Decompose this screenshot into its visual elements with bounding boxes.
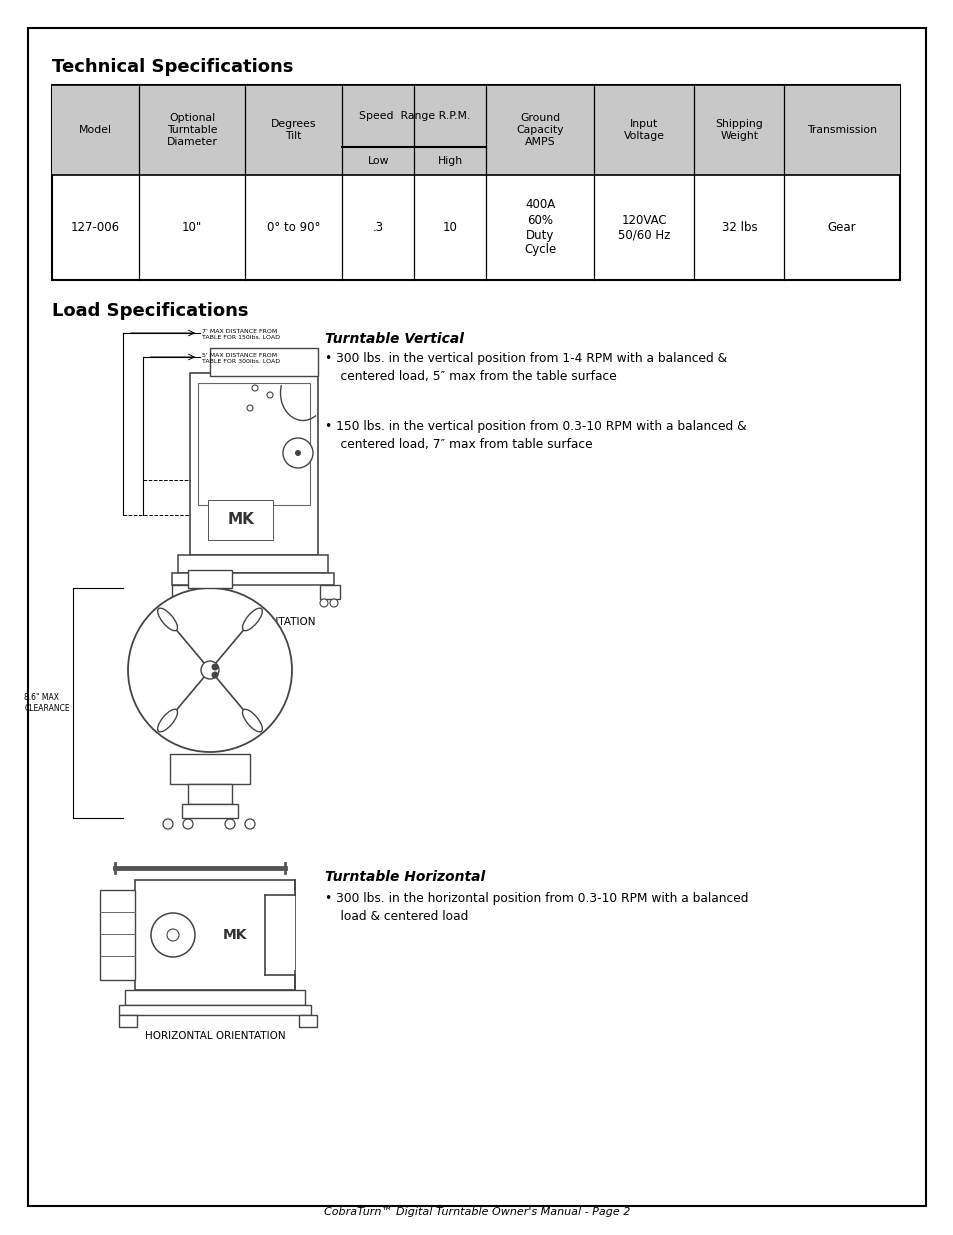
Text: Technical Specifications: Technical Specifications [52, 58, 294, 77]
Text: High: High [437, 156, 462, 165]
Circle shape [252, 385, 257, 391]
Text: MK: MK [222, 927, 247, 942]
Text: Load Specifications: Load Specifications [52, 303, 248, 320]
Bar [265, 890, 294, 969]
Text: Turntable Horizontal: Turntable Horizontal [325, 869, 485, 884]
Circle shape [225, 819, 234, 829]
Text: 10": 10" [182, 221, 202, 233]
Text: 7' MAX DISTANCE FROM
TABLE FOR 150lbs. LOAD: 7' MAX DISTANCE FROM TABLE FOR 150lbs. L… [202, 329, 280, 340]
Ellipse shape [157, 709, 177, 732]
Bar [210, 348, 317, 375]
Bar [172, 573, 334, 585]
Bar [298, 1015, 316, 1028]
Bar [319, 585, 339, 599]
Text: 127-006: 127-006 [71, 221, 120, 233]
Bar [52, 85, 899, 280]
Text: MK: MK [228, 513, 254, 527]
Text: Transmission: Transmission [806, 125, 876, 135]
Text: Turntable Vertical: Turntable Vertical [325, 332, 463, 346]
Bar [125, 990, 305, 1005]
Bar [119, 1005, 311, 1015]
Bar [170, 755, 250, 784]
Bar [188, 571, 232, 588]
Circle shape [267, 391, 273, 398]
Text: Optional
Turntable
Diameter: Optional Turntable Diameter [167, 114, 217, 147]
Circle shape [151, 913, 194, 957]
Bar [208, 500, 273, 540]
Bar [188, 784, 232, 804]
Text: Ground
Capacity
AMPS: Ground Capacity AMPS [516, 114, 563, 147]
Circle shape [212, 672, 218, 678]
Text: Gear: Gear [827, 221, 856, 233]
Text: 400A
60%
Duty
Cycle: 400A 60% Duty Cycle [523, 199, 556, 257]
Bar [135, 881, 294, 990]
Ellipse shape [242, 608, 262, 631]
Circle shape [163, 819, 172, 829]
Text: • 300 lbs. in the horizontal position from 0.3-10 RPM with a balanced
    load &: • 300 lbs. in the horizontal position fr… [325, 892, 748, 923]
Text: 0° to 90°: 0° to 90° [267, 221, 320, 233]
Circle shape [319, 599, 328, 606]
Circle shape [167, 929, 179, 941]
Text: • 300 lbs. in the vertical position from 1-4 RPM with a balanced &
    centered : • 300 lbs. in the vertical position from… [325, 352, 726, 383]
Circle shape [128, 588, 292, 752]
Bar [52, 85, 899, 175]
Circle shape [212, 663, 218, 671]
Text: Degrees
Tilt: Degrees Tilt [271, 120, 316, 141]
Bar [182, 804, 237, 818]
Text: 8.6" MAX
CLEARANCE: 8.6" MAX CLEARANCE [25, 693, 70, 713]
Circle shape [330, 599, 337, 606]
Circle shape [173, 599, 182, 606]
Text: Low: Low [367, 156, 389, 165]
Text: Speed  Range R.P.M.: Speed Range R.P.M. [358, 111, 470, 121]
Text: • 150 lbs. in the vertical position from 0.3-10 RPM with a balanced &
    center: • 150 lbs. in the vertical position from… [325, 420, 746, 451]
Bar [178, 555, 328, 573]
Ellipse shape [242, 709, 262, 732]
Bar [172, 585, 192, 599]
Ellipse shape [157, 608, 177, 631]
Text: 5' MAX DISTANCE FROM
TABLE FOR 300lbs. LOAD: 5' MAX DISTANCE FROM TABLE FOR 300lbs. L… [202, 353, 280, 364]
Text: 10: 10 [442, 221, 457, 233]
Text: Model: Model [79, 125, 112, 135]
Circle shape [201, 661, 219, 679]
Text: CobraTurn™ Digital Turntable Owner's Manual - Page 2: CobraTurn™ Digital Turntable Owner's Man… [323, 1207, 630, 1216]
Circle shape [283, 438, 313, 468]
Text: Shipping
Weight: Shipping Weight [715, 120, 762, 141]
Bar [119, 1015, 137, 1028]
Text: VERTICAL ORIENTATION: VERTICAL ORIENTATION [193, 618, 314, 627]
Circle shape [245, 819, 254, 829]
Bar [190, 373, 317, 555]
Circle shape [183, 819, 193, 829]
Text: .3: .3 [373, 221, 383, 233]
Text: 120VAC
50/60 Hz: 120VAC 50/60 Hz [618, 214, 670, 242]
Bar [198, 383, 310, 505]
Text: 32 lbs: 32 lbs [720, 221, 757, 233]
Circle shape [294, 450, 301, 456]
Text: HORIZONTAL ORIENTATION: HORIZONTAL ORIENTATION [145, 1031, 285, 1041]
Bar [100, 890, 135, 981]
Text: Input
Voltage: Input Voltage [623, 120, 664, 141]
Circle shape [186, 599, 193, 606]
Circle shape [247, 405, 253, 411]
